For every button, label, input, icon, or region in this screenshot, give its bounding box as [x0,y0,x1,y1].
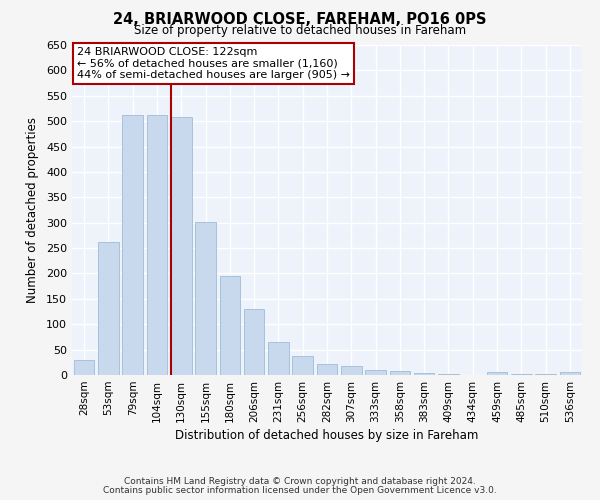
Bar [487,372,508,375]
Bar [389,372,410,375]
Text: 24 BRIARWOOD CLOSE: 122sqm
← 56% of detached houses are smaller (1,160)
44% of s: 24 BRIARWOOD CLOSE: 122sqm ← 56% of deta… [77,46,350,80]
Text: 24, BRIARWOOD CLOSE, FAREHAM, PO16 0PS: 24, BRIARWOOD CLOSE, FAREHAM, PO16 0PS [113,12,487,28]
Bar [146,115,167,375]
Text: Size of property relative to detached houses in Fareham: Size of property relative to detached ho… [134,24,466,37]
X-axis label: Distribution of detached houses by size in Fareham: Distribution of detached houses by size … [175,429,479,442]
Y-axis label: Number of detached properties: Number of detached properties [26,117,39,303]
Bar [438,374,459,375]
Bar [317,364,337,375]
Bar [220,276,240,375]
Bar [341,366,362,375]
Bar [292,356,313,375]
Bar [244,309,265,375]
Bar [98,242,119,375]
Bar [171,117,191,375]
Bar [535,374,556,375]
Bar [511,374,532,375]
Bar [74,360,94,375]
Text: Contains HM Land Registry data © Crown copyright and database right 2024.: Contains HM Land Registry data © Crown c… [124,477,476,486]
Bar [365,370,386,375]
Text: Contains public sector information licensed under the Open Government Licence v3: Contains public sector information licen… [103,486,497,495]
Bar [195,222,216,375]
Bar [560,372,580,375]
Bar [414,373,434,375]
Bar [122,115,143,375]
Bar [268,342,289,375]
